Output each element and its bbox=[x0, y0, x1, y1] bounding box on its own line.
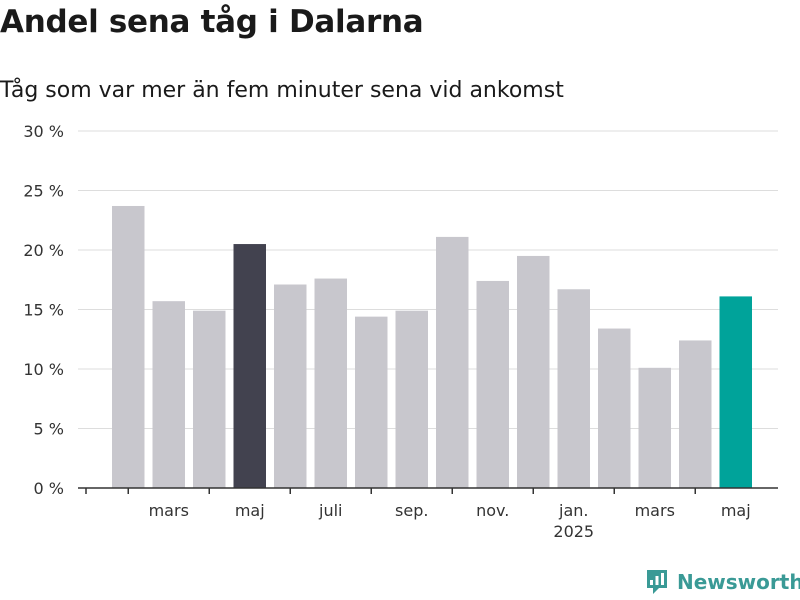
bar bbox=[517, 255, 550, 488]
bar bbox=[638, 367, 671, 488]
x-tick-label: maj bbox=[721, 501, 751, 520]
bar-chart: 0 % 5 % 10 % 15 % 20 % 25 % 30 % mars maj juli se… bbox=[23, 122, 778, 541]
bar bbox=[314, 278, 347, 488]
bar bbox=[436, 236, 469, 488]
bars bbox=[112, 205, 752, 488]
bar bbox=[719, 296, 752, 488]
y-tick-label: 10 % bbox=[23, 360, 64, 379]
bar bbox=[679, 340, 712, 488]
x-tick-label: sep. bbox=[395, 501, 428, 520]
y-tick-label: 0 % bbox=[34, 479, 64, 498]
bar bbox=[274, 284, 307, 488]
bar bbox=[233, 244, 266, 488]
x-tick-label: mars bbox=[635, 501, 675, 520]
bar bbox=[193, 310, 226, 488]
x-axis-labels: mars maj juli sep. nov. jan. 2025 mars maj bbox=[149, 501, 751, 541]
bar bbox=[476, 280, 509, 488]
brand-name: Newsworthy bbox=[677, 570, 800, 594]
y-tick-label: 25 % bbox=[23, 182, 64, 201]
y-axis-labels: 0 % 5 % 10 % 15 % 20 % 25 % 30 % bbox=[23, 122, 64, 498]
x-tick-sublabel: 2025 bbox=[553, 522, 594, 541]
x-tick-label: jan. bbox=[558, 501, 588, 520]
x-tick-label: nov. bbox=[476, 501, 509, 520]
bar bbox=[598, 328, 631, 488]
x-tick-label: mars bbox=[149, 501, 189, 520]
bar-chart-logo-icon bbox=[647, 570, 667, 594]
y-tick-label: 30 % bbox=[23, 122, 64, 141]
x-axis bbox=[78, 487, 778, 494]
chart-title: Andel sena tåg i Dalarna bbox=[0, 4, 424, 40]
x-tick-label: juli bbox=[318, 501, 342, 520]
bar bbox=[395, 310, 428, 488]
y-tick-label: 20 % bbox=[23, 241, 64, 260]
bar bbox=[152, 301, 185, 488]
y-tick-label: 15 % bbox=[23, 301, 64, 320]
bar bbox=[355, 316, 388, 488]
y-tick-label: 5 % bbox=[34, 420, 64, 439]
brand-logo: Newsworthy bbox=[645, 568, 800, 596]
bar bbox=[557, 289, 590, 488]
bar bbox=[112, 205, 145, 488]
x-tick-label: maj bbox=[235, 501, 265, 520]
chart-subtitle: Tåg som var mer än fem minuter sena vid … bbox=[0, 78, 564, 103]
